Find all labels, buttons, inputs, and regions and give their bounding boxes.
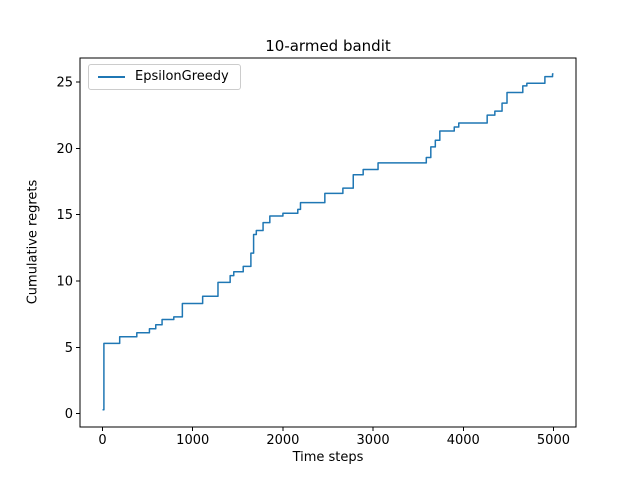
y-tick-label: 0 (65, 407, 73, 422)
y-tick-label: 15 (56, 208, 73, 223)
y-tick-label: 25 (56, 75, 73, 90)
y-axis-label: Cumulative regrets (25, 179, 41, 305)
legend-line-swatch (98, 76, 125, 78)
chart-title: 10-armed bandit (265, 37, 391, 55)
x-tick-label: 3000 (357, 433, 390, 448)
x-tick-label: 4000 (447, 433, 480, 448)
x-axis-label: Time steps (292, 450, 364, 465)
legend-label: EpsilonGreedy (135, 69, 229, 84)
plot-border (79, 57, 577, 428)
x-tick-label: 1000 (176, 433, 209, 448)
series-line-epsilongreedy (102, 73, 554, 411)
y-tick-label: 5 (65, 341, 73, 356)
y-tick-label: 20 (56, 142, 73, 157)
y-tick-label: 10 (56, 274, 73, 289)
x-tick-label: 2000 (266, 433, 299, 448)
x-tick-label: 5000 (537, 433, 570, 448)
x-tick-label: 0 (98, 433, 106, 448)
legend: EpsilonGreedy (88, 64, 241, 90)
